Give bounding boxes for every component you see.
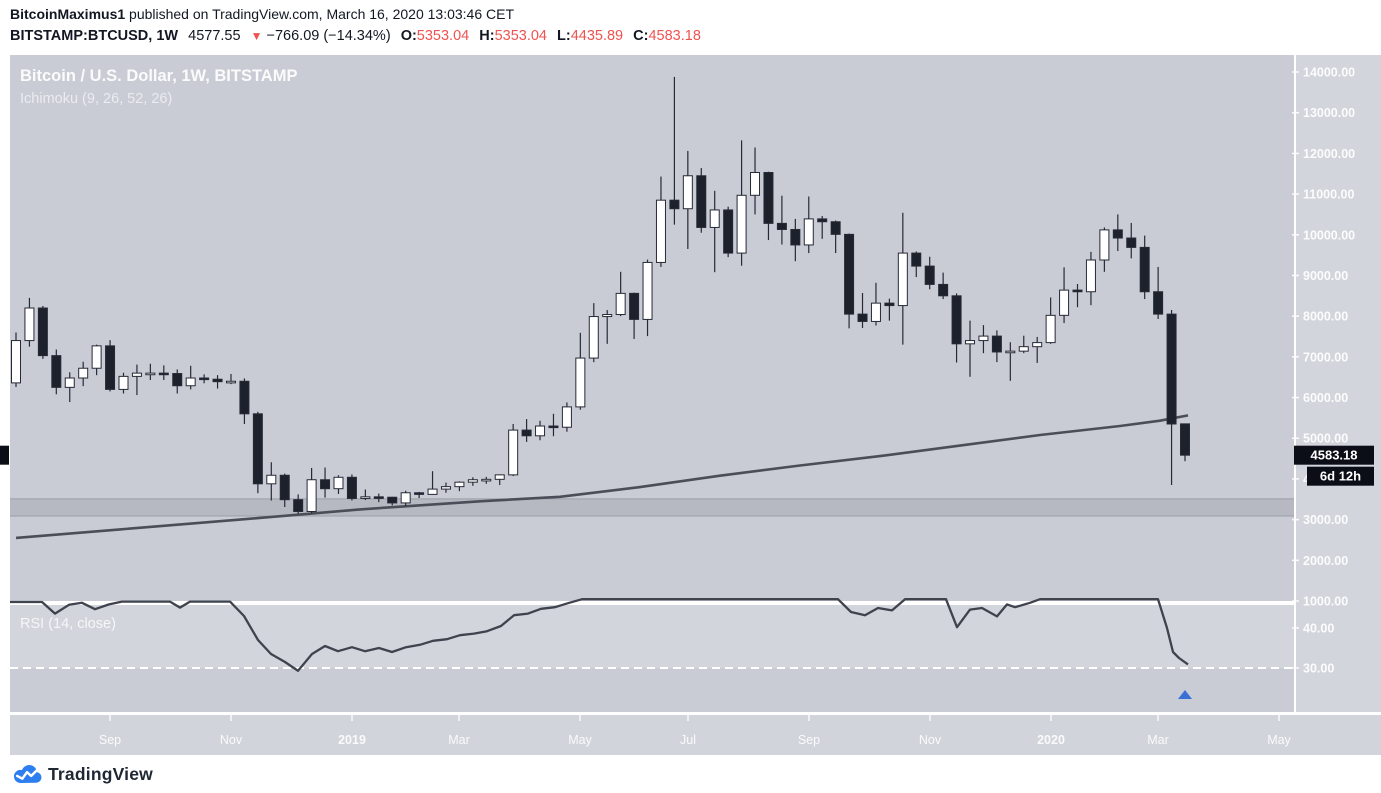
symbol-info-line: BITSTAMP:BTCUSD, 1W 4577.55 ▼ −766.09 (−…	[10, 28, 701, 44]
price-change: −766.09 (−14.34%)	[266, 28, 391, 44]
price-axis[interactable]	[1296, 55, 1381, 712]
down-triangle-icon: ▼	[250, 29, 263, 43]
last-price: 4577.55	[188, 28, 241, 44]
tradingview-cloud-icon	[13, 764, 42, 783]
open-label: O:	[400, 28, 417, 44]
author-name: BitcoinMaximus1	[10, 6, 126, 22]
axis-separator	[1294, 55, 1296, 755]
last-price-label-left-sliver	[0, 445, 9, 465]
indicator-label: Ichimoku (9, 26, 52, 26)	[20, 91, 173, 107]
symbol-label: BITSTAMP:BTCUSD, 1W	[10, 28, 179, 44]
rsi-pane-band-fill[interactable]	[10, 605, 1294, 668]
time-axis[interactable]	[10, 715, 1381, 755]
open-value: 5353.04	[416, 28, 470, 44]
main-chart-pane[interactable]	[10, 55, 1294, 601]
high-label: H:	[479, 28, 495, 44]
chart-title: Bitcoin / U.S. Dollar, 1W, BITSTAMP	[20, 67, 298, 85]
close-label: C:	[633, 28, 649, 44]
high-value: 5353.04	[494, 28, 547, 44]
tradingview-logo[interactable]: TradingView	[12, 760, 153, 788]
low-label: L:	[557, 28, 571, 44]
publish-info-line: BitcoinMaximus1 published on TradingView…	[10, 6, 514, 22]
rsi-pane[interactable]	[10, 668, 1294, 712]
brand-name: TradingView	[48, 763, 153, 784]
publish-info-text: published on TradingView.com, March 16, …	[125, 6, 515, 22]
rsi-label: RSI (14, close)	[20, 616, 116, 632]
low-value: 4435.89	[570, 28, 624, 44]
pane-separator[interactable]	[10, 712, 1381, 715]
close-value: 4583.18	[648, 28, 701, 44]
